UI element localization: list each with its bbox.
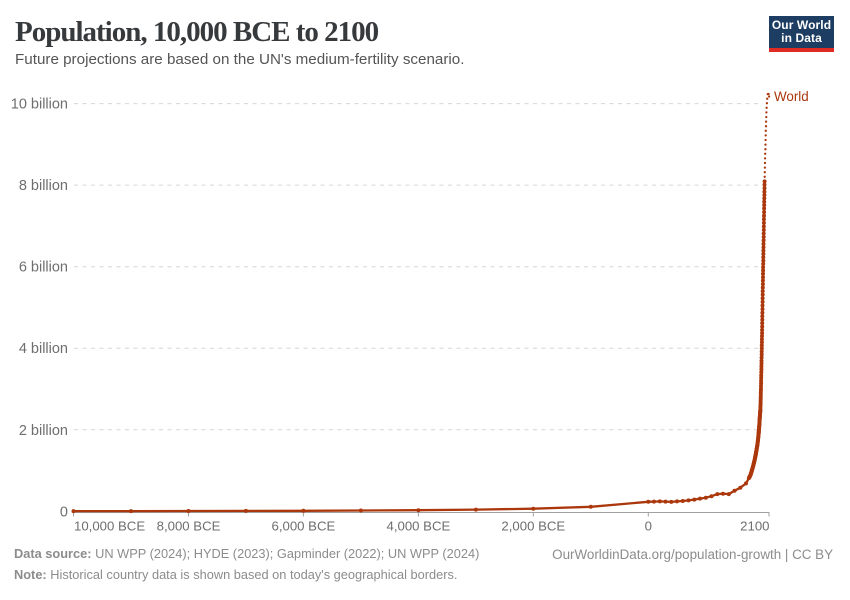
svg-text:10,000 BCE: 10,000 BCE — [74, 519, 145, 534]
svg-text:2 billion: 2 billion — [19, 423, 68, 439]
svg-text:4,000 BCE: 4,000 BCE — [387, 519, 451, 534]
svg-text:6 billion: 6 billion — [19, 260, 68, 276]
svg-text:4 billion: 4 billion — [19, 341, 68, 357]
svg-text:2,000 BCE: 2,000 BCE — [501, 519, 565, 534]
svg-text:8 billion: 8 billion — [19, 178, 68, 194]
svg-text:10 billion: 10 billion — [11, 97, 68, 113]
svg-text:0: 0 — [645, 519, 652, 534]
svg-text:2100: 2100 — [740, 519, 769, 534]
svg-text:6,000 BCE: 6,000 BCE — [272, 519, 336, 534]
svg-text:0: 0 — [60, 504, 68, 520]
svg-text:8,000 BCE: 8,000 BCE — [157, 519, 221, 534]
svg-text:World: World — [774, 89, 809, 104]
